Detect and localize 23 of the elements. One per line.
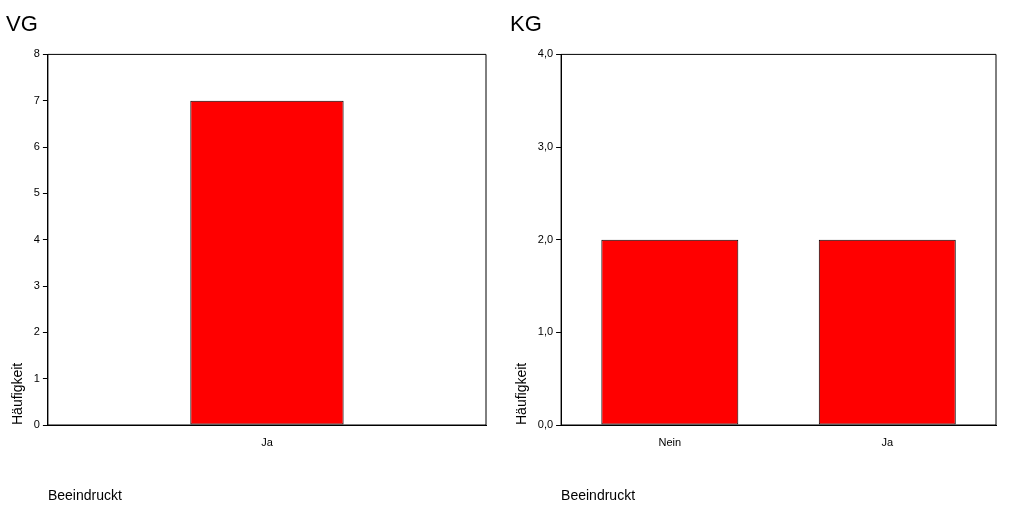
y-tick-label: 8: [33, 47, 40, 60]
x-axis-title: Beeindruckt: [47, 487, 122, 504]
y-tick-label: 1,0: [537, 325, 554, 338]
y-tick-label: 6: [33, 140, 40, 153]
y-tick-label: 2,0: [537, 232, 554, 245]
y-tick-label: 0: [33, 418, 40, 431]
y-tick-label: 0,0: [537, 418, 554, 431]
x-tick-label: Ja: [261, 435, 274, 448]
chart-title: KG: [510, 11, 542, 37]
y-axis-title: Häufigkeit: [513, 362, 530, 425]
y-tick-label: 4,0: [537, 47, 554, 60]
x-tick-label: Ja: [881, 435, 894, 448]
y-tick-label: 2: [33, 325, 40, 338]
y-tick-label: 3: [33, 279, 40, 292]
y-tick-label: 3,0: [537, 140, 554, 153]
x-axis-title: Beeindruckt: [561, 487, 636, 504]
y-tick-label: 7: [33, 93, 40, 106]
y-tick-label: 5: [33, 186, 40, 199]
y-tick-label: 1: [33, 371, 40, 384]
y-axis-title: Häufigkeit: [9, 362, 26, 425]
x-tick-label: Nein: [658, 435, 682, 448]
chart-title: VG: [6, 11, 38, 37]
y-tick-label: 4: [33, 232, 40, 245]
